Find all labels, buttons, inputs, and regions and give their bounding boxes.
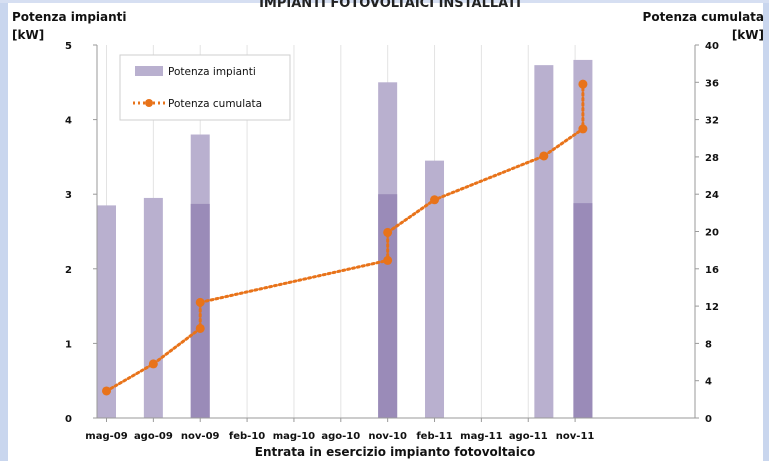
cumulative-point-6 xyxy=(430,195,440,205)
chart-title: IMPIANTI FOTOVOLTAICI INSTALLATI xyxy=(259,0,521,11)
x-tick-label: feb-11 xyxy=(416,431,452,442)
x-tick-label: mag-11 xyxy=(460,431,502,442)
y-right-tick-label: 16 xyxy=(705,265,719,276)
x-tick-label: nov-11 xyxy=(556,431,595,442)
cumulative-point-2 xyxy=(195,323,205,333)
x-tick-label: mag-10 xyxy=(273,431,315,442)
bar-0 xyxy=(97,205,116,418)
cumulative-point-0 xyxy=(102,386,111,396)
cumulative-point-9 xyxy=(578,79,588,89)
y-right-tick-label: 28 xyxy=(705,153,719,164)
cumulative-point-1 xyxy=(148,359,158,369)
legend-bar-swatch xyxy=(135,66,163,76)
line-series xyxy=(102,79,588,396)
y-left-tick-label: 2 xyxy=(65,265,72,276)
x-tick-label: ago-09 xyxy=(134,431,173,442)
y-left-label-line1: Potenza impianti xyxy=(12,10,127,24)
legend-line-marker xyxy=(145,99,153,107)
y-left-tick-label: 5 xyxy=(65,41,72,52)
legend-box xyxy=(119,54,291,121)
y-left-tick-label: 0 xyxy=(65,414,72,425)
cumulative-line xyxy=(105,82,585,393)
bar-1 xyxy=(143,197,163,418)
y-right-tick-label: 24 xyxy=(705,190,719,201)
cumulative-point-4 xyxy=(383,255,393,265)
y-left-label-line2: [kW] xyxy=(12,28,44,42)
x-tick-label: nov-09 xyxy=(181,431,220,442)
y-right-tick-label: 0 xyxy=(705,414,712,425)
x-tick-label: ago-11 xyxy=(509,431,548,442)
x-axis-label: Entrata in esercizio impianto fotovoltai… xyxy=(255,445,535,459)
x-tick-label: feb-10 xyxy=(229,431,265,442)
cumulative-point-8 xyxy=(578,124,588,134)
y-left-tick-label: 4 xyxy=(65,116,72,127)
cumulative-point-5 xyxy=(383,227,393,237)
bar-overlap-3 xyxy=(378,194,398,418)
y-right-label-line2: [kW] xyxy=(732,28,764,42)
legend: Potenza impianti Potenza cumulata xyxy=(119,54,291,121)
frame-top xyxy=(0,0,769,3)
y-right-tick-label: 12 xyxy=(705,302,719,313)
y-right-tick-label: 20 xyxy=(705,228,719,239)
cumulative-point-7 xyxy=(539,151,549,161)
bar-5 xyxy=(534,65,554,418)
cumulative-point-3 xyxy=(195,297,205,307)
y-right-tick-label: 4 xyxy=(705,377,712,388)
y-right-label-line1: Potenza cumulata xyxy=(643,10,764,24)
y-right-tick-label: 36 xyxy=(705,78,719,89)
bar-4 xyxy=(425,160,445,418)
legend-line-label: Potenza cumulata xyxy=(168,98,262,110)
y-right-tick-label: 32 xyxy=(705,116,719,127)
y-left-tick-label: 1 xyxy=(65,339,72,350)
x-tick-label: nov-10 xyxy=(368,431,407,442)
y-right-tick-label: 40 xyxy=(705,41,719,52)
frame-right xyxy=(763,0,769,461)
bar-overlap-6 xyxy=(573,203,593,418)
y-right-tick-label: 8 xyxy=(705,339,712,350)
x-tick-label: mag-09 xyxy=(85,431,127,442)
y-left-tick-label: 3 xyxy=(65,190,72,201)
legend-bar-label: Potenza impianti xyxy=(168,66,256,78)
axes xyxy=(93,44,699,422)
x-tick-label: ago-10 xyxy=(321,431,360,442)
frame-left xyxy=(0,0,8,461)
